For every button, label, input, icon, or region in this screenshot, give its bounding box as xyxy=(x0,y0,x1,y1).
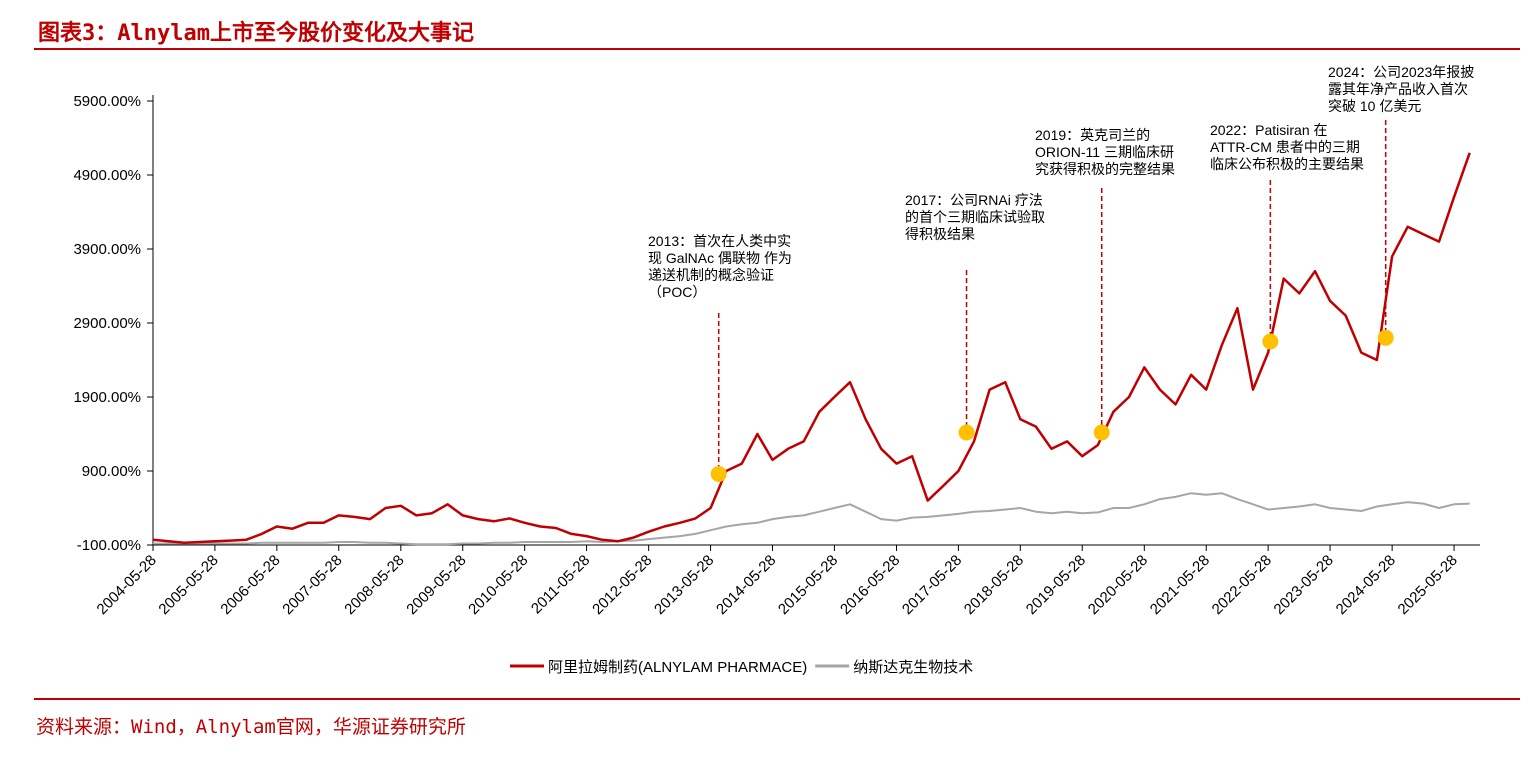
x-tick-label: 2024-05-28 xyxy=(1333,552,1399,618)
annotation-text: 2022：Patisiran 在 xyxy=(1210,122,1328,138)
y-tick-label: 3900.00% xyxy=(73,241,141,258)
annotation-text: ORION-11 三期临床研 xyxy=(1035,144,1174,160)
annotation-text: 2013：首次在人类中实 xyxy=(648,233,791,249)
event-dot xyxy=(958,424,975,441)
legend-label: 阿里拉姆制药(ALNYLAM PHARMACE) xyxy=(548,659,807,676)
annotation-text: 得积极结果 xyxy=(905,226,975,242)
x-tick-label: 2021-05-28 xyxy=(1147,552,1213,618)
x-tick-label: 2013-05-28 xyxy=(651,552,717,618)
x-tick-label: 2006-05-28 xyxy=(217,552,283,618)
annotation-text: 临床公布积极的主要结果 xyxy=(1210,156,1364,172)
annotation-text: 突破 10 亿美元 xyxy=(1328,98,1421,114)
annotation-text: 递送机制的概念验证 xyxy=(648,267,774,283)
legend-label: 纳斯达克生物技术 xyxy=(853,659,973,676)
source: 资料来源：Wind，Alnylam官网，华源证券研究所 xyxy=(36,716,466,738)
series-line xyxy=(152,152,1471,545)
x-tick-label: 2025-05-28 xyxy=(1395,552,1461,618)
series-line xyxy=(153,492,1470,546)
annotation-text: 2017：公司RNAi 疗法 xyxy=(905,192,1043,208)
x-tick-label: 2008-05-28 xyxy=(341,552,407,618)
x-tick-label: 2004-05-28 xyxy=(94,552,160,618)
y-tick-label: 900.00% xyxy=(82,463,141,480)
annotation-text: ATTR-CM 患者中的三期 xyxy=(1210,139,1360,155)
x-tick-label: 2009-05-28 xyxy=(403,552,469,618)
x-tick-label: 2019-05-28 xyxy=(1023,552,1089,618)
annotation-text: 现 GalNAc 偶联物 作为 xyxy=(648,250,792,266)
x-tick-label: 2022-05-28 xyxy=(1209,552,1275,618)
annotation-text: 2019：英克司兰的 xyxy=(1035,127,1150,143)
y-tick-label: 2900.00% xyxy=(73,315,141,332)
x-tick-label: 2014-05-28 xyxy=(713,552,779,618)
x-tick-label: 2018-05-28 xyxy=(961,552,1027,618)
y-tick-label: 1900.00% xyxy=(73,389,141,406)
x-tick-label: 2012-05-28 xyxy=(589,552,655,618)
x-tick-label: 2011-05-28 xyxy=(528,552,593,617)
y-tick-label: 5900.00% xyxy=(73,93,141,110)
annotation-text: （POC） xyxy=(648,284,706,300)
event-dot xyxy=(1377,329,1394,346)
y-tick-label: 4900.00% xyxy=(73,167,141,184)
x-tick-label: 2007-05-28 xyxy=(279,552,345,618)
y-tick-label: -100.00% xyxy=(77,537,141,554)
annotation-text: 究获得积极的完整结果 xyxy=(1035,161,1175,177)
x-tick-label: 2016-05-28 xyxy=(837,552,903,618)
x-tick-label: 2023-05-28 xyxy=(1271,552,1337,618)
x-tick-label: 2020-05-28 xyxy=(1085,552,1151,618)
annotation-text: 露其年净产品收入首次 xyxy=(1328,81,1468,97)
x-tick-label: 2015-05-28 xyxy=(775,552,841,618)
x-tick-label: 2005-05-28 xyxy=(155,552,221,618)
x-tick-label: 2010-05-28 xyxy=(465,552,531,618)
event-dot xyxy=(1262,333,1279,350)
event-dot xyxy=(710,465,727,482)
annotation-text: 的首个三期临床试验取 xyxy=(905,209,1045,225)
event-dot xyxy=(1093,424,1110,441)
annotation-text: 2024：公司2023年报披 xyxy=(1328,64,1474,80)
chart-title: 图表3：Alnylam上市至今股价变化及大事记 xyxy=(38,20,474,46)
x-tick-label: 2017-05-28 xyxy=(899,552,965,618)
